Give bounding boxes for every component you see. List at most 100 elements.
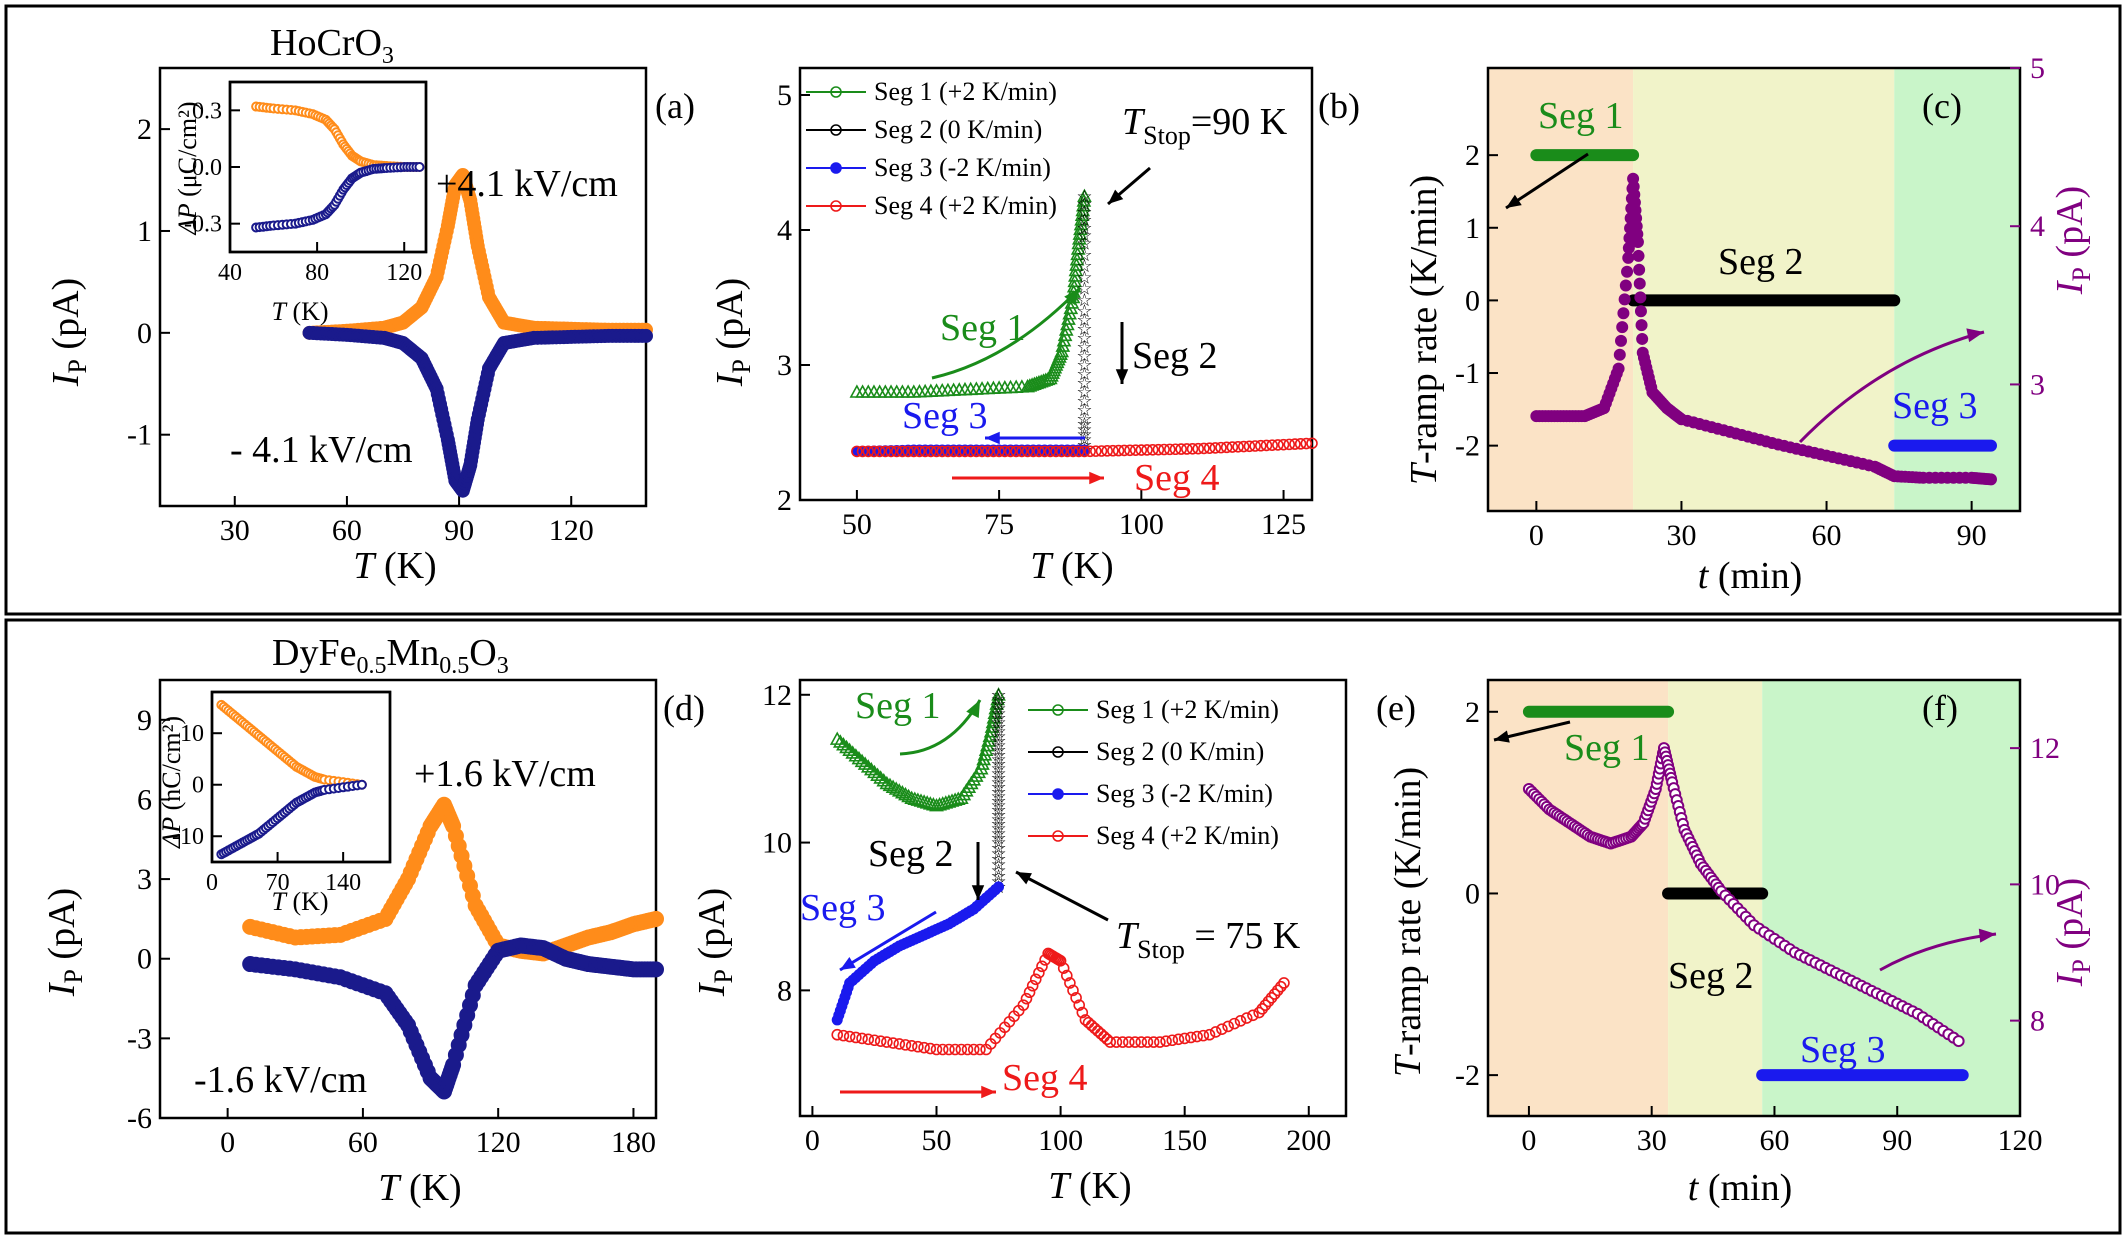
panel-a: HoCrO3 30 60 90 120 -1 0 1 2 40 80 120 0.3 0.0 -0.3 (… <box>45 22 695 587</box>
y-tick-label: 5 <box>777 79 792 112</box>
seg3-label-e: Seg 3 <box>800 887 886 929</box>
x-tick-label: 30 <box>220 514 250 547</box>
legend-label: Seg 3 (-2 K/min) <box>1096 779 1273 808</box>
series-marker <box>831 1014 843 1026</box>
series-marker <box>1259 999 1272 1011</box>
series-marker <box>1272 439 1284 451</box>
axes-frame <box>158 678 658 1120</box>
y-tick-label: 0 <box>137 317 152 350</box>
tstop-label-e: TStop = 75 K <box>1116 915 1301 964</box>
y-tick-label: 2 <box>137 113 152 146</box>
series-marker: ☆ <box>990 759 1006 779</box>
series-marker <box>1197 1029 1210 1042</box>
series-marker: ☆ <box>990 796 1006 816</box>
series-marker <box>1084 445 1096 458</box>
series-marker <box>970 445 983 458</box>
y-tick-label: 2 <box>1465 696 1480 729</box>
series-marker <box>1289 438 1301 450</box>
series-marker <box>1163 443 1176 456</box>
series-marker <box>904 790 920 805</box>
series-marker <box>1129 444 1142 456</box>
series-marker <box>1038 372 1054 386</box>
series-marker: ☆ <box>1076 310 1092 330</box>
series-marker <box>949 1043 961 1056</box>
tstop-label-b: TStop=90 K <box>1122 101 1288 150</box>
frame-bottom <box>4 618 2122 1235</box>
x-tick-label: 75 <box>984 508 1014 541</box>
series-marker <box>910 792 926 806</box>
x-tick-label: 125 <box>1261 508 1306 541</box>
series-marker <box>1118 444 1131 457</box>
series-marker: ☆ <box>990 833 1006 853</box>
label-positive-field-d: +1.6 kV/cm <box>414 753 596 795</box>
y-tick-label: -1 <box>127 419 152 452</box>
series-marker <box>1271 984 1284 997</box>
series-marker <box>953 445 966 458</box>
series-marker: ☆ <box>990 685 1006 705</box>
series-marker <box>1098 1030 1110 1043</box>
legend-marker <box>1052 830 1064 842</box>
panel-f: 0 30 60 90 120 -2 0 2 8 10 12 (f) Seg 1 Seg 2 Seg … <box>1387 678 2096 1209</box>
y-tick-label: 8 <box>777 974 792 1007</box>
y-tick-label: 1 <box>1465 212 1480 245</box>
series-marker <box>1256 1003 1269 1015</box>
ip-marker <box>1636 332 1649 345</box>
series-marker <box>990 691 1005 706</box>
axes-frame <box>1486 678 2022 1118</box>
series-marker: ☆ <box>990 763 1006 783</box>
segment-background <box>1488 680 1669 1116</box>
series-marker: ☆ <box>990 731 1006 751</box>
xlabel-inset-d: T (K) <box>271 887 328 916</box>
series-marker <box>1268 988 1281 1000</box>
x-tick-label: 180 <box>611 1126 656 1159</box>
series-marker <box>1186 443 1199 455</box>
series-marker <box>1249 440 1261 452</box>
series-marker: ☆ <box>990 717 1006 737</box>
legend-label: Seg 1 (+2 K/min) <box>874 77 1057 106</box>
series-marker <box>1185 1031 1197 1044</box>
ylabel-e: IP (pA) <box>691 888 738 997</box>
x-tick-label: 0 <box>1529 519 1544 552</box>
series-marker <box>888 781 904 795</box>
inset-x-tick-label: 70 <box>266 870 290 896</box>
series-marker <box>836 736 851 751</box>
series-marker: ☆ <box>990 694 1006 714</box>
tstop-arrow-head <box>1016 872 1032 885</box>
seg1-label-c: Seg 1 <box>1538 95 1624 137</box>
trend-arrow <box>1798 330 1985 444</box>
label-positive-field-a: +4.1 kV/cm <box>436 163 618 205</box>
series-marker <box>950 791 966 805</box>
series-marker <box>1010 445 1022 458</box>
series-marker <box>1237 440 1250 453</box>
series-marker <box>1067 984 1079 997</box>
y-tick-label: 4 <box>777 214 792 247</box>
panel-a-tag: (a) <box>655 86 695 126</box>
series-marker <box>1158 443 1170 456</box>
series-marker: ☆ <box>1076 267 1092 287</box>
series-marker <box>1078 445 1091 458</box>
series-marker <box>955 1043 968 1056</box>
axes-frame <box>158 66 648 508</box>
ip-marker <box>1619 279 1632 292</box>
x-tick-label: 120 <box>549 514 594 547</box>
inset-y-tick-label: 0.0 <box>192 155 222 181</box>
y-tick-label: 0 <box>1465 877 1480 910</box>
series-marker: ☆ <box>1076 400 1092 420</box>
legend-label: Seg 4 (+2 K/min) <box>874 191 1057 220</box>
series-marker <box>1294 438 1307 450</box>
ip-marker <box>1618 293 1631 306</box>
series-marker <box>851 750 867 765</box>
series-marker: ☆ <box>1076 319 1092 339</box>
ylabel-f: T-ramp rate (K/min) <box>1387 767 1429 1077</box>
y-tick-label: -2 <box>1455 1059 1480 1092</box>
series-marker: ☆ <box>990 782 1006 802</box>
series-marker <box>1029 973 1042 986</box>
y2-tick-label: 12 <box>2030 732 2060 765</box>
series-marker <box>1060 969 1073 982</box>
series-marker <box>1067 445 1079 458</box>
series-marker: ☆ <box>1076 391 1092 411</box>
series-marker: ☆ <box>1076 194 1092 214</box>
xlabel-e: T (K) <box>1048 1165 1131 1207</box>
legend-marker <box>830 200 842 212</box>
ip-marker <box>1952 1035 1965 1048</box>
